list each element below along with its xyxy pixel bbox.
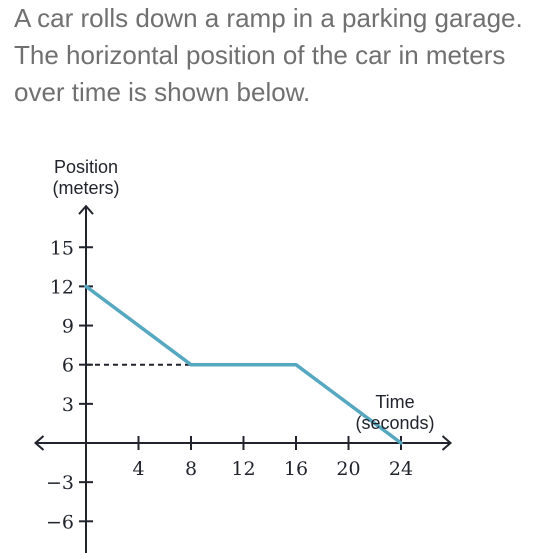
x-tick-label: 20 (336, 458, 360, 480)
x-tick-label: 16 (284, 458, 308, 480)
y-tick-label: −3 (46, 472, 74, 494)
x-axis-title-line-1: Time (375, 392, 415, 412)
y-tick-label: 12 (50, 276, 74, 298)
chart-axes (33, 204, 453, 553)
x-tick-label: 4 (132, 458, 144, 480)
y-tick-label: 9 (62, 316, 74, 338)
x-tick-label: 24 (389, 458, 413, 480)
x-tick-label: 8 (185, 458, 197, 480)
x-tick-label: 12 (231, 458, 255, 480)
chart-ticks: 4 8 12 16 20 24 15 12 9 6 3 −3 −6 (46, 237, 413, 533)
x-axis-left-arrow (33, 435, 45, 451)
y-tick-label: 15 (50, 237, 74, 259)
x-axis-title: Time (seconds) (345, 392, 445, 434)
y-axis-title-line-2: (meters) (52, 178, 120, 198)
position-series-line (84, 284, 403, 445)
x-axis-right-arrow (441, 435, 453, 451)
y-tick-label: −6 (46, 511, 74, 533)
y-axis-title: Position (meters) (36, 157, 136, 199)
y-tick-label: 6 (62, 355, 74, 377)
y-axis-top-arrow (78, 204, 94, 215)
y-axis-title-line-1: Position (53, 157, 119, 177)
x-axis-title-line-2: (seconds) (355, 413, 435, 433)
y-tick-label: 3 (62, 394, 74, 416)
chart-series (84, 284, 403, 445)
question-text: A car rolls down a ramp in a parking gar… (14, 3, 523, 107)
